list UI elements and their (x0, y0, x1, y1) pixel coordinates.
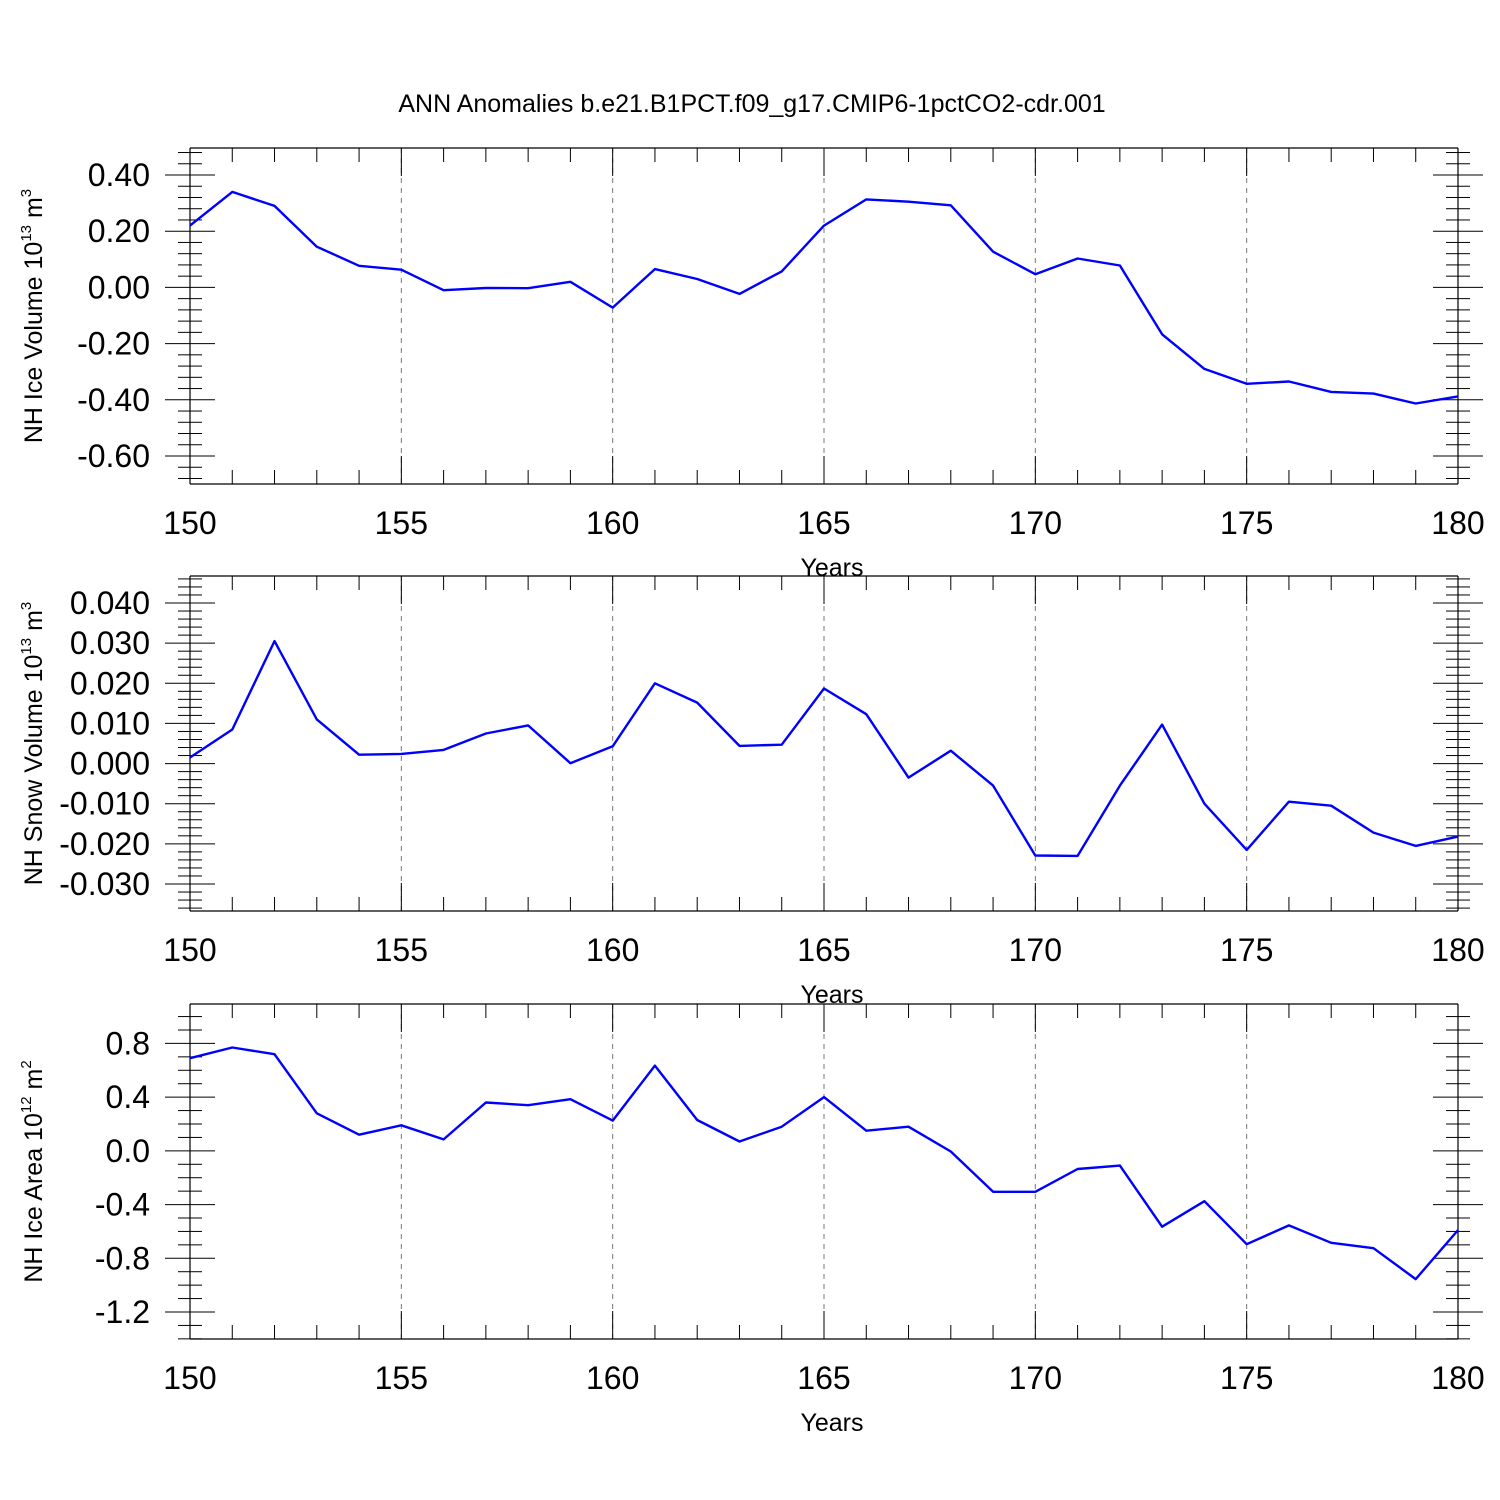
y-tick-label: 0.00 (88, 269, 150, 305)
x-tick-label: 155 (375, 1360, 428, 1396)
y-tick-label: -0.8 (95, 1240, 150, 1276)
x-tick-label: 165 (797, 505, 850, 541)
x-tick-label: 175 (1220, 932, 1273, 968)
x-tick-label: 175 (1220, 505, 1273, 541)
y-axis-label: NH Ice Volume 1013 m3 (18, 189, 48, 443)
x-tick-label: 155 (375, 932, 428, 968)
x-tick-label: 165 (797, 1360, 850, 1396)
y-tick-label: -1.2 (95, 1294, 150, 1330)
series-line-snow-volume (189, 639, 1459, 858)
x-tick-label: 175 (1220, 1360, 1273, 1396)
y-tick-label: -0.4 (95, 1187, 150, 1223)
x-tick-label: 170 (1009, 505, 1062, 541)
x-tick-label: 165 (797, 932, 850, 968)
x-axis-label: Years (800, 554, 863, 582)
x-tick-label: 180 (1431, 1360, 1484, 1396)
y-tick-label: 0.8 (106, 1025, 150, 1061)
x-tick-label: 180 (1431, 505, 1484, 541)
panel-ice-volume: 150 155 160 165 170 175 180 Years -0.60 -0.40 -0.2… (18, 147, 1485, 582)
x-tick-label: 150 (163, 505, 216, 541)
y-tick-label: -0.40 (77, 382, 150, 418)
x-tick-label: 170 (1009, 1360, 1062, 1396)
y-tick-label: 0.000 (70, 746, 150, 782)
y-tick-label: -0.60 (77, 438, 150, 474)
panel-ice-area: 150 155 160 165 170 175 180 Years -1.2 -0.8 -0.4 0.… (18, 1003, 1485, 1437)
y-axis-label: NH Snow Volume 1013 m3 (18, 602, 48, 886)
y-tick-label: -0.030 (59, 866, 150, 902)
y-tick-label: 0.040 (70, 585, 150, 621)
y-tick-label: -0.20 (77, 326, 150, 362)
x-tick-label: 160 (586, 932, 639, 968)
figure-title: ANN Anomalies b.e21.B1PCT.f09_g17.CMIP6-… (398, 90, 1105, 118)
y-axis-label: NH Ice Area 1012 m2 (18, 1060, 48, 1282)
x-tick-label: 180 (1431, 932, 1484, 968)
y-tick-label: 0.40 (88, 157, 150, 193)
x-tick-label: 150 (163, 1360, 216, 1396)
y-tick-label: 0.4 (106, 1079, 150, 1115)
x-tick-label: 170 (1009, 932, 1062, 968)
y-tick-label: 0.030 (70, 625, 150, 661)
x-axis-label: Years (800, 1409, 863, 1437)
series-line-ice-volume (189, 190, 1459, 405)
x-tick-label: 155 (375, 505, 428, 541)
series-line-ice-area (189, 1046, 1459, 1281)
y-tick-label: -0.010 (59, 786, 150, 822)
x-tick-label: 160 (586, 1360, 639, 1396)
x-axis-label: Years (800, 981, 863, 1009)
y-tick-label: 0.0 (106, 1133, 150, 1169)
y-tick-label: 0.020 (70, 665, 150, 701)
x-tick-label: 160 (586, 505, 639, 541)
y-tick-label: 0.010 (70, 705, 150, 741)
x-tick-label: 150 (163, 932, 216, 968)
y-tick-label: 0.20 (88, 213, 150, 249)
y-tick-label: -0.020 (59, 826, 150, 862)
panel-snow-volume: 150 155 160 165 170 175 180 Years -0.030 -0.020 -0… (18, 575, 1485, 1009)
